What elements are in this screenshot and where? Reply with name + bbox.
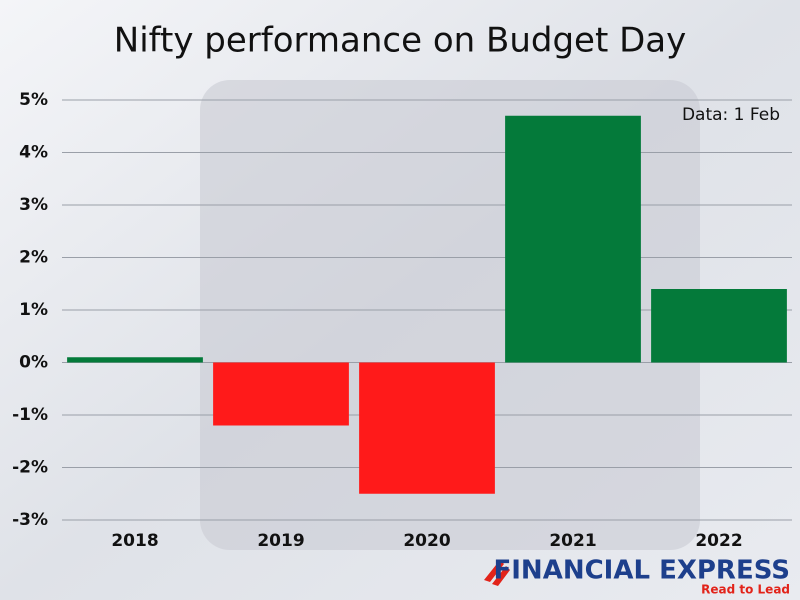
logo-icon bbox=[484, 560, 510, 586]
y-tick-label: 4% bbox=[19, 143, 48, 163]
bar bbox=[505, 115, 641, 363]
bar bbox=[67, 357, 203, 363]
y-tick-label: 3% bbox=[19, 195, 48, 215]
logo: FINANCIAL EXPRESS Read to Lead bbox=[484, 556, 790, 597]
x-tick-label: 2020 bbox=[403, 531, 450, 551]
x-tick-label: 2022 bbox=[695, 531, 742, 551]
x-tick-label: 2021 bbox=[549, 531, 596, 551]
y-tick-label: -1% bbox=[12, 405, 48, 425]
x-tick-label: 2019 bbox=[257, 531, 304, 551]
brand-tagline: Read to Lead bbox=[701, 583, 790, 597]
brand-name: FINANCIAL EXPRESS bbox=[494, 556, 791, 586]
bar bbox=[651, 289, 787, 363]
y-tick-label: 2% bbox=[19, 248, 48, 268]
x-tick-label: 2018 bbox=[111, 531, 158, 551]
y-tick-label: 0% bbox=[19, 353, 48, 373]
y-tick-label: -3% bbox=[12, 510, 48, 530]
bar bbox=[213, 362, 349, 426]
y-tick-label: -2% bbox=[12, 458, 48, 478]
y-tick-label: 1% bbox=[19, 300, 48, 320]
bar bbox=[359, 362, 495, 494]
y-tick-label: 5% bbox=[19, 90, 48, 110]
annotation: Data: 1 Feb bbox=[682, 105, 780, 125]
chart-title: Nifty performance on Budget Day bbox=[114, 21, 686, 61]
